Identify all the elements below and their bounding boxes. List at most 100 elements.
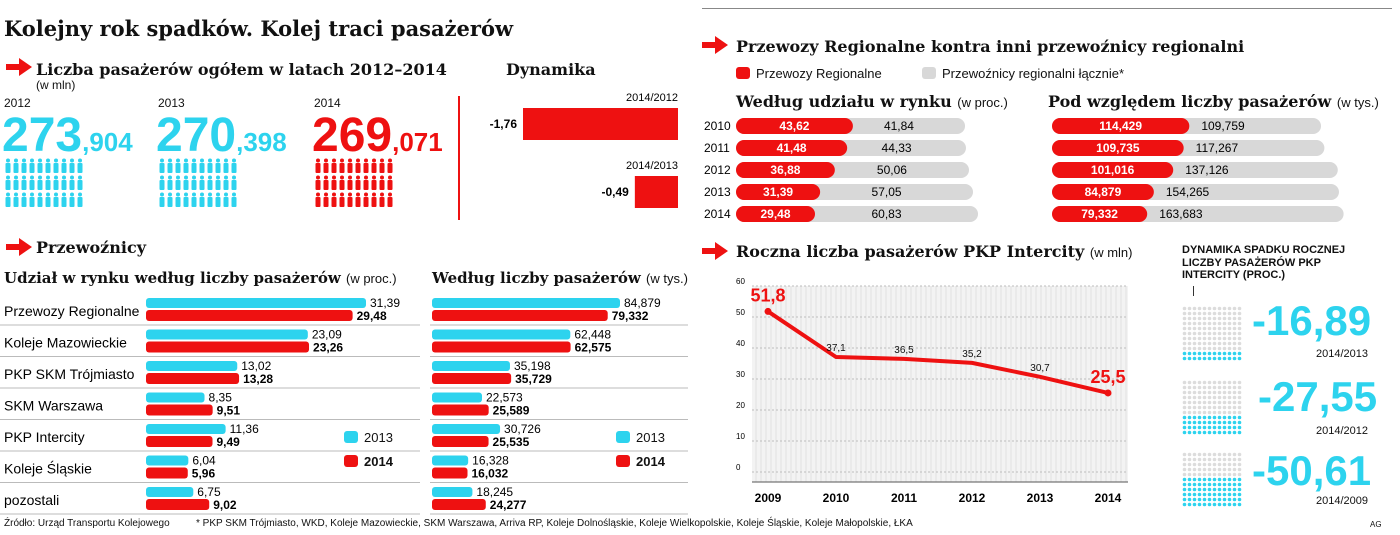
- pass-other-label: 163,683: [1159, 207, 1203, 221]
- share-pr-bar: [736, 206, 816, 222]
- y-tick-label: 40: [736, 339, 745, 348]
- data-label: 36,5: [894, 345, 914, 356]
- data-point: [764, 307, 772, 315]
- intercity-dyn-value: -50,61: [1252, 447, 1372, 494]
- share-2013-bar: [146, 392, 205, 403]
- legend-pr-label: Przewozy Regionalne: [756, 66, 882, 81]
- intercity-dyn-label: 2014/2013: [1316, 348, 1368, 360]
- pass-2013-label: 22,573: [486, 391, 523, 405]
- legend-2014-label: 2014: [364, 454, 393, 469]
- pass-other-label: 117,267: [1196, 141, 1239, 155]
- share-other-label: 41,84: [884, 119, 914, 133]
- share-2013-bar: [146, 361, 238, 371]
- pass-2013-bar: [432, 298, 620, 308]
- share-2013-label: 8,35: [209, 391, 233, 405]
- share-pr-label: 31,39: [763, 185, 793, 199]
- intercity-dyn-label: 2014/2012: [1316, 425, 1368, 437]
- people-icons-2012: [4, 158, 84, 208]
- share-other-label: 57,05: [872, 185, 902, 199]
- data-label: 51,8: [750, 285, 785, 305]
- share-2014-bar: [146, 467, 188, 479]
- share-2013-bar: [146, 329, 308, 340]
- dot-grid-icon: [1182, 380, 1242, 435]
- intercity-dyn-label: 2014/2009: [1316, 495, 1368, 507]
- carriers-title: Przewoźnicy: [36, 238, 147, 257]
- carrier-label: pozostali: [4, 492, 59, 508]
- share-2014-label: 5,96: [192, 467, 216, 481]
- carrier-label: PKP SKM Trójmiasto: [4, 366, 135, 382]
- pass-pr-label: 79,332: [1081, 207, 1118, 221]
- pass-2014-label: 25,535: [493, 435, 530, 449]
- year-label: 2011: [704, 141, 730, 155]
- pass-pr-label: 109,735: [1096, 141, 1140, 155]
- share-other-label: 60,83: [872, 207, 902, 221]
- share-2013-label: 13,02: [241, 359, 271, 373]
- share-pr-label: 29,48: [760, 207, 790, 221]
- pass-2014-bar: [432, 310, 608, 321]
- dot-grid-icon: [1182, 306, 1242, 361]
- pass-2014-label: 79,332: [612, 309, 649, 323]
- page-title: Kolejny rok spadków. Kolej traci pasażer…: [4, 16, 514, 41]
- share-2013-label: 6,04: [192, 454, 216, 468]
- y-tick-label: 10: [736, 432, 745, 441]
- total-year-2013: 2013: [158, 96, 185, 110]
- data-label: 30,7: [1030, 363, 1050, 374]
- pass-2014-label: 35,729: [515, 372, 552, 386]
- total-value-2012: 273,904: [2, 109, 133, 162]
- legend-2013-label: 2013: [364, 430, 393, 445]
- share-pr-bar: [736, 184, 821, 200]
- y-tick-label: 0: [736, 463, 741, 472]
- carrier-label: Koleje Śląskie: [4, 460, 92, 477]
- legend-2013-swatch: [616, 431, 630, 443]
- share-2013-label: 6,75: [197, 485, 221, 499]
- pass-pr-bar: [1052, 118, 1190, 134]
- share-2013-bar: [146, 487, 194, 497]
- pass-pr-bar: [1052, 184, 1154, 200]
- dynamics-bar: [634, 176, 678, 208]
- pass-2013-label: 35,198: [514, 359, 551, 373]
- pass-title: Pod względem liczby pasażerów (w tys.): [1048, 92, 1379, 111]
- share-2014-bar: [146, 499, 210, 510]
- pass-2013-bar: [432, 329, 571, 340]
- share-pr-label: 41,48: [777, 141, 807, 155]
- legend-other-swatch: [922, 67, 936, 79]
- share-2014-label: 9,49: [217, 435, 241, 449]
- pass-other-label: 137,126: [1185, 163, 1229, 177]
- share-2014-bar: [146, 404, 213, 416]
- pass-2013-label: 30,726: [504, 422, 541, 436]
- share-2014-label: 23,26: [313, 341, 343, 355]
- pass-2013-bar: [432, 424, 501, 434]
- share-2013-label: 23,09: [312, 328, 342, 342]
- year-label: 2013: [704, 185, 731, 199]
- top-rule: [702, 8, 1392, 9]
- pass-2013-label: 18,245: [476, 485, 513, 499]
- people-icons-2013: [158, 158, 238, 208]
- share-2014-label: 9,51: [217, 404, 241, 418]
- bar-value-label: -0,49: [601, 185, 629, 199]
- share-pr-label: 36,88: [770, 163, 800, 177]
- share-2014-bar: [146, 373, 240, 384]
- footer-note: * PKP SKM Trójmiasto, WKD, Koleje Mazowi…: [196, 518, 913, 529]
- pass-2014-bar: [432, 467, 468, 479]
- dot-grid-icon: [1182, 452, 1242, 507]
- x-tick-label: 2011: [891, 491, 917, 505]
- year-label: 2014: [704, 207, 731, 221]
- bar-category-label: 2014/2013: [626, 160, 678, 172]
- bar-category-label: 2014/2012: [626, 92, 678, 104]
- share-title: Według udziału w rynku (w proc.): [736, 92, 1008, 111]
- x-tick-label: 2012: [959, 491, 986, 505]
- pass-pr-bar: [1052, 162, 1174, 178]
- share-2013-label: 31,39: [370, 296, 400, 310]
- data-point: [1104, 389, 1112, 397]
- pass-2014-bar: [432, 341, 571, 353]
- arrow-icon: [6, 58, 32, 76]
- pass-2014-label: 24,277: [490, 498, 527, 512]
- pass-2013-bar: [432, 487, 473, 497]
- data-label: 35,2: [962, 349, 982, 360]
- pass-2013-bar: [432, 392, 482, 403]
- arrow-icon: [6, 238, 32, 256]
- footer-source: Źródło: Urząd Transportu Kolejowego: [4, 518, 170, 529]
- pass-pr-label: 101,016: [1091, 163, 1135, 177]
- pass-2014-bar: [432, 404, 489, 416]
